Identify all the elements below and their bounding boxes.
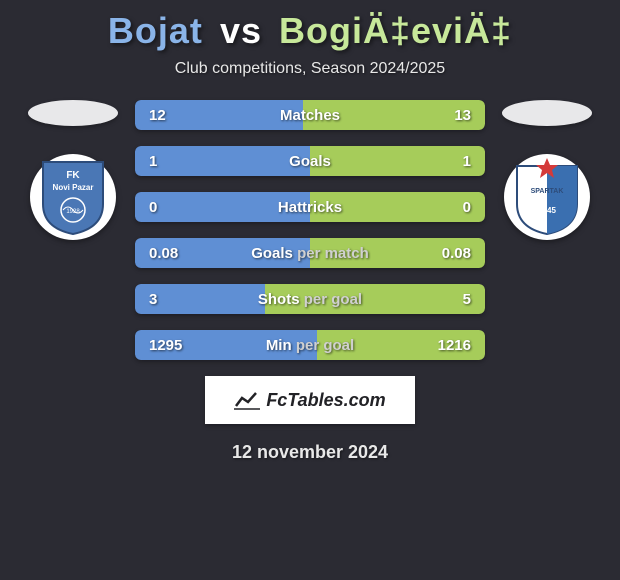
main-row: FK Novi Pazar 1928 12Matches131Goals10Ha… bbox=[0, 100, 620, 360]
right-ellipse bbox=[502, 100, 592, 126]
stat-label-word1: Goals bbox=[251, 245, 293, 262]
svg-text:Novi Pazar: Novi Pazar bbox=[53, 183, 94, 192]
stat-label-word2: per goal bbox=[296, 337, 354, 354]
right-club-badge: SPARTAK 1945 bbox=[504, 154, 590, 240]
stat-right-value: 1 bbox=[431, 153, 471, 170]
stat-label-word1: Matches bbox=[280, 107, 340, 124]
stat-right-value: 0.08 bbox=[431, 245, 471, 262]
spartak-shield-icon: SPARTAK 1945 bbox=[512, 158, 582, 236]
brand-text: FcTables.com bbox=[266, 390, 385, 411]
page-title: Bojat vs BogiÄ‡eviÄ‡ bbox=[108, 10, 512, 52]
svg-text:1928: 1928 bbox=[66, 209, 80, 215]
stat-label-word1: Goals bbox=[289, 153, 331, 170]
left-club-badge: FK Novi Pazar 1928 bbox=[30, 154, 116, 240]
right-badge-column: SPARTAK 1945 bbox=[497, 100, 597, 240]
stat-label-word1: Hattricks bbox=[278, 199, 342, 216]
svg-text:1945: 1945 bbox=[538, 206, 556, 215]
stat-label-word1: Min bbox=[266, 337, 292, 354]
vs-label: vs bbox=[220, 10, 262, 51]
player2-name: BogiÄ‡eviÄ‡ bbox=[279, 10, 512, 51]
date-line: 12 november 2024 bbox=[232, 442, 388, 463]
stats-column: 12Matches131Goals10Hattricks00.08Goals p… bbox=[135, 100, 485, 360]
left-ellipse bbox=[28, 100, 118, 126]
player1-name: Bojat bbox=[108, 10, 203, 51]
stat-bar: 3Shots per goal5 bbox=[135, 284, 485, 314]
stat-bar: 0Hattricks0 bbox=[135, 192, 485, 222]
left-badge-column: FK Novi Pazar 1928 bbox=[23, 100, 123, 240]
svg-text:FK: FK bbox=[66, 170, 80, 181]
stat-right-value: 0 bbox=[431, 199, 471, 216]
comparison-infographic: Bojat vs BogiÄ‡eviÄ‡ Club competitions, … bbox=[0, 0, 620, 463]
stat-bar: 0.08Goals per match0.08 bbox=[135, 238, 485, 268]
subtitle: Club competitions, Season 2024/2025 bbox=[175, 60, 445, 78]
stat-right-value: 13 bbox=[431, 107, 471, 124]
svg-text:SPARTAK: SPARTAK bbox=[531, 188, 564, 195]
stat-bar: 12Matches13 bbox=[135, 100, 485, 130]
stat-right-value: 5 bbox=[431, 291, 471, 308]
stat-label-word2: per goal bbox=[304, 291, 362, 308]
chart-icon bbox=[234, 390, 260, 410]
brand-box: FcTables.com bbox=[205, 376, 415, 424]
novi-pazar-shield-icon: FK Novi Pazar 1928 bbox=[38, 158, 108, 236]
stat-right-value: 1216 bbox=[431, 337, 471, 354]
stat-bar: 1Goals1 bbox=[135, 146, 485, 176]
stat-label-word2: per match bbox=[297, 245, 369, 262]
stat-label-word1: Shots bbox=[258, 291, 300, 308]
stat-bar: 1295Min per goal1216 bbox=[135, 330, 485, 360]
